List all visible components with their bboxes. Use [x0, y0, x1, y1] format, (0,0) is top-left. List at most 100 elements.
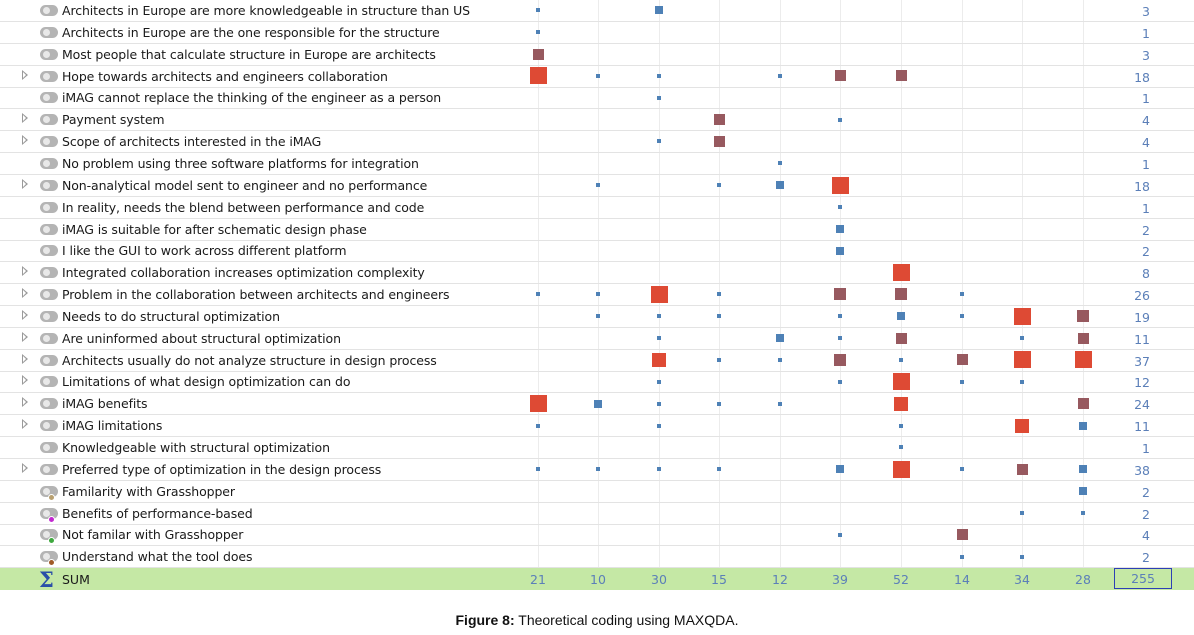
matrix-cell-square[interactable]: [892, 373, 910, 391]
matrix-cell-square[interactable]: [594, 399, 602, 408]
matrix-cell-square[interactable]: [1079, 465, 1087, 474]
code-row[interactable]: I like the GUI to work across different …: [0, 240, 1194, 263]
matrix-cell-square[interactable]: [960, 379, 964, 384]
matrix-cell-square[interactable]: [596, 73, 600, 78]
code-row[interactable]: Scope of architects interested in the iM…: [0, 131, 1194, 154]
matrix-cell-square[interactable]: [717, 467, 721, 472]
code-row[interactable]: Familarity with Grasshopper 2: [0, 481, 1194, 503]
code-row[interactable]: Payment system 4: [0, 109, 1194, 132]
matrix-cell-square[interactable]: [834, 70, 846, 82]
matrix-cell-square[interactable]: [652, 352, 666, 367]
code-row[interactable]: Most people that calculate structure in …: [0, 44, 1194, 66]
expand-arrow-icon[interactable]: [22, 69, 28, 80]
matrix-cell-square[interactable]: [1077, 398, 1089, 410]
matrix-cell-square[interactable]: [657, 73, 661, 78]
matrix-cell-square[interactable]: [1079, 421, 1087, 430]
code-row[interactable]: iMAG is suitable for after schematic des…: [0, 219, 1194, 241]
matrix-cell-square[interactable]: [778, 161, 782, 166]
code-row[interactable]: No problem using three software platform…: [0, 153, 1194, 175]
code-row[interactable]: In reality, needs the blend between perf…: [0, 197, 1194, 219]
expand-arrow-icon[interactable]: [22, 375, 28, 386]
matrix-cell-square[interactable]: [897, 312, 905, 321]
matrix-cell-square[interactable]: [836, 465, 844, 474]
matrix-cell-square[interactable]: [1020, 510, 1024, 515]
matrix-cell-square[interactable]: [717, 401, 721, 406]
matrix-cell-square[interactable]: [655, 6, 663, 15]
matrix-cell-square[interactable]: [894, 396, 908, 411]
matrix-cell-square[interactable]: [838, 205, 842, 210]
expand-arrow-icon[interactable]: [22, 462, 28, 473]
code-row[interactable]: iMAG cannot replace the thinking of the …: [0, 87, 1194, 110]
matrix-cell-square[interactable]: [1077, 332, 1089, 344]
matrix-cell-square[interactable]: [717, 292, 721, 297]
matrix-cell-square[interactable]: [895, 332, 907, 344]
matrix-cell-square[interactable]: [892, 264, 910, 282]
matrix-cell-square[interactable]: [596, 292, 600, 297]
code-row[interactable]: Needs to do structural optimization 19: [0, 306, 1194, 328]
matrix-cell-square[interactable]: [717, 183, 721, 188]
matrix-cell-square[interactable]: [1079, 487, 1087, 496]
code-row[interactable]: Architects in Europe are the one respons…: [0, 22, 1194, 44]
expand-arrow-icon[interactable]: [22, 419, 28, 430]
code-row[interactable]: Integrated collaboration increases optim…: [0, 262, 1194, 285]
code-row[interactable]: Limitations of what design optimization …: [0, 371, 1194, 394]
matrix-cell-square[interactable]: [650, 285, 668, 303]
matrix-cell-square[interactable]: [956, 529, 968, 541]
code-row[interactable]: iMAG limitations 11: [0, 415, 1194, 438]
expand-arrow-icon[interactable]: [22, 331, 28, 342]
matrix-cell-square[interactable]: [657, 95, 661, 100]
matrix-cell-square[interactable]: [1013, 307, 1031, 325]
expand-arrow-icon[interactable]: [22, 178, 28, 189]
matrix-cell-square[interactable]: [536, 8, 540, 13]
matrix-cell-square[interactable]: [960, 554, 964, 559]
matrix-cell-square[interactable]: [838, 379, 842, 384]
expand-arrow-icon[interactable]: [22, 113, 28, 124]
matrix-cell-square[interactable]: [895, 288, 907, 301]
matrix-cell-square[interactable]: [657, 379, 661, 384]
matrix-cell-square[interactable]: [657, 336, 661, 341]
code-row[interactable]: Architects in Europe are more knowledgea…: [0, 0, 1194, 22]
matrix-cell-square[interactable]: [1013, 351, 1031, 369]
matrix-cell-square[interactable]: [596, 183, 600, 188]
expand-arrow-icon[interactable]: [22, 266, 28, 277]
matrix-cell-square[interactable]: [778, 73, 782, 78]
matrix-cell-square[interactable]: [1020, 379, 1024, 384]
matrix-cell-square[interactable]: [778, 357, 782, 362]
matrix-cell-square[interactable]: [536, 423, 540, 428]
matrix-cell-square[interactable]: [838, 117, 842, 122]
matrix-cell-square[interactable]: [899, 423, 903, 428]
matrix-cell-square[interactable]: [960, 314, 964, 319]
code-row[interactable]: iMAG benefits 24: [0, 393, 1194, 416]
matrix-cell-square[interactable]: [657, 401, 661, 406]
code-row[interactable]: Not familar with Grasshopper 4: [0, 524, 1194, 547]
matrix-cell-square[interactable]: [831, 176, 849, 194]
expand-arrow-icon[interactable]: [22, 397, 28, 408]
code-row[interactable]: Hope towards architects and engineers co…: [0, 66, 1194, 88]
matrix-cell-square[interactable]: [713, 135, 725, 147]
matrix-cell-square[interactable]: [532, 48, 544, 60]
grand-total-cell[interactable]: 255: [1114, 568, 1172, 590]
expand-arrow-icon[interactable]: [22, 353, 28, 364]
matrix-cell-square[interactable]: [778, 401, 782, 406]
code-row[interactable]: Preferred type of optimization in the de…: [0, 459, 1194, 481]
matrix-cell-square[interactable]: [836, 224, 844, 233]
matrix-cell-square[interactable]: [899, 445, 903, 450]
matrix-cell-square[interactable]: [536, 30, 540, 35]
matrix-cell-square[interactable]: [529, 395, 547, 413]
code-row[interactable]: Are uninformed about structural optimiza…: [0, 328, 1194, 350]
code-row[interactable]: Non-analytical model sent to engineer an…: [0, 175, 1194, 197]
matrix-cell-square[interactable]: [776, 334, 784, 343]
code-row[interactable]: Knowledgeable with structural optimizati…: [0, 437, 1194, 459]
matrix-cell-square[interactable]: [1020, 554, 1024, 559]
matrix-cell-square[interactable]: [717, 357, 721, 362]
matrix-cell-square[interactable]: [776, 181, 784, 190]
matrix-cell-square[interactable]: [713, 114, 725, 126]
matrix-cell-square[interactable]: [657, 314, 661, 319]
matrix-cell-square[interactable]: [895, 70, 907, 82]
code-row[interactable]: Problem in the collaboration between arc…: [0, 284, 1194, 307]
code-row[interactable]: Architects usually do not analyze struct…: [0, 350, 1194, 372]
matrix-cell-square[interactable]: [838, 532, 842, 537]
matrix-cell-square[interactable]: [657, 467, 661, 472]
matrix-cell-square[interactable]: [596, 467, 600, 472]
matrix-cell-square[interactable]: [960, 292, 964, 297]
